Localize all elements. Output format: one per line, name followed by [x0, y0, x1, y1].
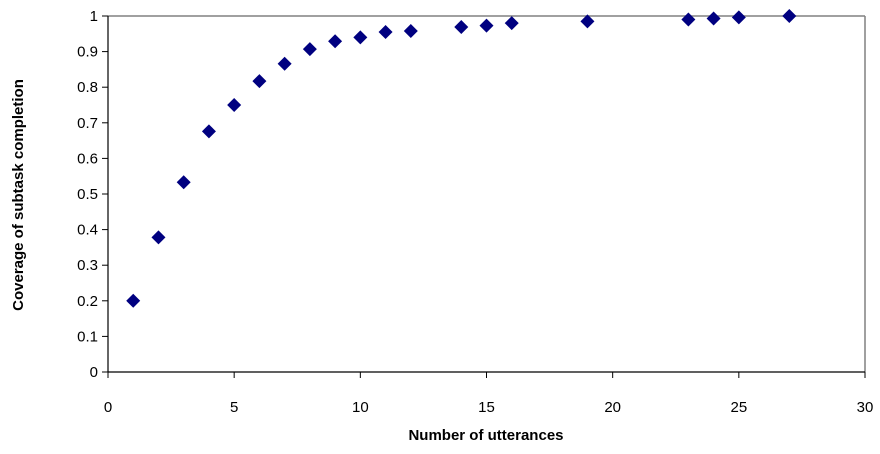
data-point [302, 42, 317, 57]
x-tick-label: 5 [230, 399, 238, 416]
y-axis-title: Coverage of subtask completion [10, 79, 27, 311]
x-tick-label: 10 [352, 399, 369, 416]
data-point [126, 293, 141, 308]
y-tick-label: 0.3 [77, 257, 98, 274]
y-tick-label: 0.7 [77, 115, 98, 132]
data-point [403, 23, 418, 38]
y-tick-label: 0.9 [77, 44, 98, 61]
y-tick-label: 1 [90, 8, 98, 25]
data-point [681, 12, 696, 27]
data-point [227, 98, 242, 112]
data-point [378, 25, 393, 40]
data-point [151, 230, 166, 245]
y-tick-label: 0.5 [77, 186, 98, 203]
data-point [454, 20, 469, 35]
x-axis-title: Number of utterances [408, 427, 563, 444]
x-tick-label: 25 [730, 399, 747, 416]
x-tick-label: 0 [104, 399, 112, 416]
x-tick-label: 20 [604, 399, 621, 416]
y-tick-label: 0.2 [77, 293, 98, 310]
data-point [252, 74, 267, 89]
data-point [504, 16, 519, 31]
data-point [353, 30, 368, 45]
y-tick-label: 0.6 [77, 150, 98, 167]
y-tick-label: 0.8 [77, 79, 98, 96]
x-tick-label: 30 [857, 399, 874, 416]
data-point [176, 175, 191, 190]
data-point [479, 18, 494, 33]
data-point [277, 56, 292, 71]
data-point [580, 14, 595, 29]
data-point [731, 10, 746, 25]
y-tick-label: 0 [90, 364, 98, 381]
data-point [706, 11, 721, 26]
data-point [328, 34, 343, 49]
x-tick-label: 15 [478, 399, 495, 416]
data-point [201, 124, 216, 139]
data-point [782, 9, 797, 23]
y-tick-label: 0.4 [77, 222, 98, 239]
y-tick-label: 0.1 [77, 328, 98, 345]
